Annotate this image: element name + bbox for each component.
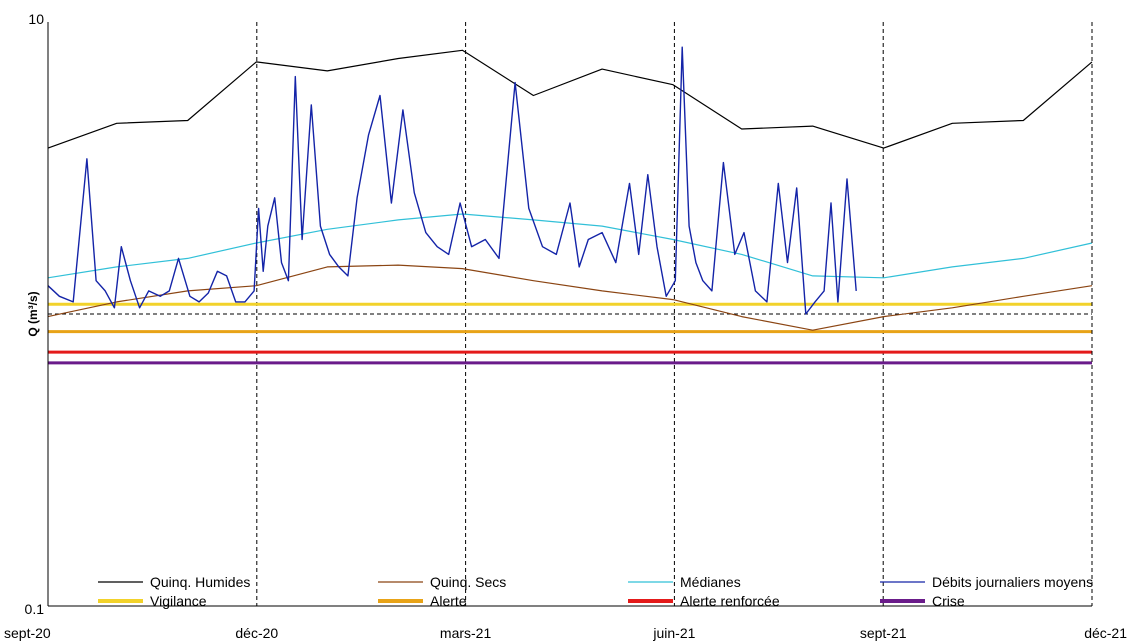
- legend-label: Alerte renforcée: [680, 593, 780, 609]
- legend-item: Débits journaliers moyens: [880, 574, 1093, 590]
- series-lines: [47, 46, 1093, 331]
- x-tick-label: déc-21: [1084, 625, 1127, 641]
- plot-frame: [47, 22, 1093, 607]
- x-tick-label: juin-21: [652, 625, 695, 641]
- series-line-m-dianes: [47, 213, 1093, 279]
- legend-item: Médianes: [628, 574, 741, 590]
- legend-label: Quinq. Humides: [150, 574, 250, 590]
- legend-item: Crise: [880, 593, 965, 609]
- legend-item: Alerte renforcée: [628, 593, 780, 609]
- legend-item: Quinq. Humides: [98, 574, 250, 590]
- series-line-quinq-secs: [47, 264, 1093, 331]
- y-tick-label: 0.1: [25, 601, 45, 617]
- legend-label: Alerte: [430, 593, 467, 609]
- series-line-d-bits-journaliers-moyens: [47, 46, 857, 315]
- legend-label: Crise: [932, 593, 965, 609]
- legend-label: Vigilance: [150, 593, 207, 609]
- grid-lines: [48, 22, 1092, 606]
- x-axis: sept-20 déc-20 mars-21 juin-21 sept-21 déc-21: [4, 625, 1127, 641]
- threshold-lines: [48, 302, 1092, 365]
- legend-label: Quinq. Secs: [430, 574, 506, 590]
- legend-item: Alerte: [378, 593, 467, 609]
- x-tick-label: mars-21: [440, 625, 492, 641]
- y-axis-label: Q (m³/s): [26, 291, 40, 336]
- legend-label: Médianes: [680, 574, 741, 590]
- legend: Quinq. Humides Quinq. Secs Médianes Débits …: [98, 574, 1093, 609]
- y-tick-label: 10: [28, 11, 44, 27]
- legend-item: Vigilance: [98, 593, 207, 609]
- legend-item: Quinq. Secs: [378, 574, 506, 590]
- series-line-quinq-humides: [47, 49, 1093, 149]
- x-tick-label: sept-20: [4, 625, 51, 641]
- y-axis: 10 0.1 Q (m³/s): [25, 11, 45, 617]
- x-tick-label: déc-20: [235, 625, 278, 641]
- legend-label: Débits journaliers moyens: [932, 574, 1093, 590]
- x-tick-label: sept-21: [860, 625, 907, 641]
